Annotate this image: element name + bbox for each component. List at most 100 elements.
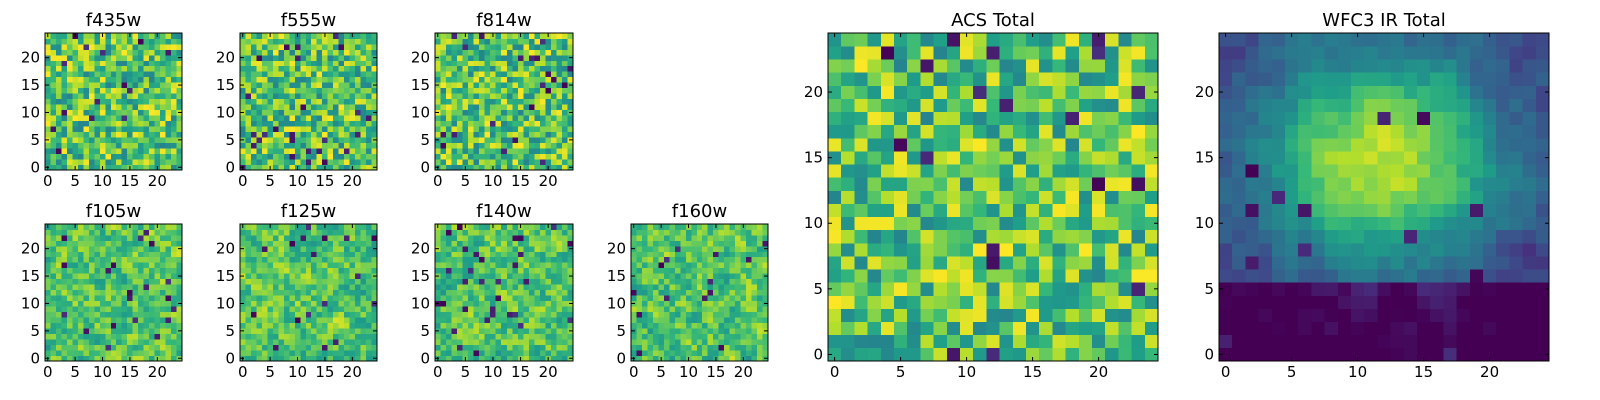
heatmap-cell — [1012, 282, 1027, 296]
heatmap-cell — [567, 76, 574, 83]
heatmap-cell — [495, 256, 502, 263]
heatmap-cell — [360, 273, 367, 280]
heatmap-cell — [517, 234, 524, 241]
heatmap-cell — [149, 267, 155, 274]
heatmap-cell — [729, 339, 736, 345]
heatmap-cell — [1065, 190, 1080, 204]
heatmap-cell — [77, 65, 84, 72]
heatmap-cell — [473, 339, 480, 345]
heatmap-cell — [77, 159, 84, 165]
heatmap-cell — [272, 295, 279, 302]
heatmap-cell — [534, 71, 541, 78]
heatmap-cell — [663, 317, 670, 323]
heatmap-cell — [250, 240, 257, 247]
heatmap-cell — [517, 43, 524, 50]
heatmap-cell — [674, 273, 681, 280]
heatmap-cell — [72, 284, 79, 291]
heatmap-cell — [556, 262, 563, 269]
heatmap-cell — [561, 224, 568, 230]
heatmap-cell — [77, 350, 84, 356]
heatmap-cell — [1092, 190, 1106, 204]
heatmap-cell — [446, 104, 452, 111]
heatmap-cell — [77, 224, 84, 230]
heatmap-cell — [854, 334, 868, 349]
heatmap-cell — [176, 76, 183, 83]
heatmap-cell — [272, 104, 279, 111]
y-tick-label: 0 — [225, 158, 235, 176]
heatmap-cell — [495, 306, 502, 313]
heatmap-cell — [149, 350, 155, 356]
heatmap-cell — [366, 355, 372, 362]
heatmap-cell — [1052, 177, 1066, 191]
heatmap-cell — [250, 131, 257, 138]
x-tick-label: 20 — [343, 172, 362, 190]
heatmap-cell — [50, 87, 57, 94]
heatmap-cell — [757, 278, 763, 285]
heatmap-cell — [366, 267, 372, 274]
heatmap-cell — [278, 153, 285, 160]
heatmap-cell — [289, 126, 296, 132]
heatmap-cell — [479, 33, 486, 39]
heatmap-cell — [674, 234, 681, 241]
heatmap-cell — [261, 49, 268, 56]
heatmap-cell — [435, 159, 441, 165]
heatmap-cell — [539, 87, 546, 94]
heatmap-cell — [322, 87, 329, 94]
heatmap-cell — [512, 328, 519, 334]
heatmap-cell — [506, 350, 513, 356]
heatmap-cell — [484, 234, 491, 241]
heatmap-cell — [561, 267, 568, 274]
x-tick-label: 10 — [93, 363, 112, 381]
heatmap-cell — [457, 322, 463, 329]
x-tick-label: 20 — [734, 363, 753, 381]
heatmap-cell — [960, 269, 974, 283]
heatmap-cell — [512, 295, 519, 302]
heatmap-cell — [366, 131, 372, 138]
heatmap-cell — [446, 49, 452, 56]
heatmap-cell — [473, 33, 480, 39]
heatmap-cell — [841, 347, 855, 362]
heatmap-cell — [294, 109, 301, 116]
heatmap-cell — [999, 295, 1014, 309]
heatmap-cell — [300, 289, 307, 296]
x-tick-label: 15 — [315, 172, 334, 190]
heatmap-cell — [77, 87, 84, 94]
heatmap-cell — [355, 33, 361, 39]
heatmap-cell — [110, 153, 117, 160]
heatmap-cell — [567, 251, 574, 258]
y-tick-label: 15 — [411, 76, 430, 94]
heatmap-cell — [94, 224, 101, 230]
heatmap-cell — [567, 126, 574, 132]
heatmap-cell — [366, 350, 372, 356]
heatmap-cell — [66, 131, 73, 138]
heatmap-cell — [647, 306, 654, 313]
heatmap-cell — [267, 240, 274, 247]
heatmap-cell — [366, 33, 372, 39]
heatmap-cell — [283, 131, 290, 138]
heatmap-cell — [72, 148, 79, 154]
heatmap-cell — [550, 317, 557, 323]
heatmap-cell — [83, 126, 90, 132]
heatmap-cell — [468, 126, 474, 132]
heatmap-cell — [278, 93, 285, 100]
heatmap-cell — [300, 355, 307, 362]
heatmap-cell — [171, 317, 177, 323]
heatmap-cell — [1144, 256, 1159, 270]
heatmap-cell — [440, 245, 447, 252]
heatmap-cell — [283, 240, 290, 247]
heatmap-cell — [338, 148, 345, 154]
heatmap-cell — [256, 43, 263, 50]
heatmap-cell — [61, 328, 68, 334]
heatmap-cell — [828, 190, 842, 204]
heatmap-cell — [160, 273, 166, 280]
heatmap-cell — [440, 300, 447, 307]
heatmap-cell — [283, 142, 290, 149]
heatmap-cell — [446, 245, 452, 252]
heatmap-cell — [360, 234, 367, 241]
heatmap-cell — [322, 71, 329, 78]
heatmap-cell — [83, 251, 90, 258]
heatmap-cell — [841, 295, 855, 309]
heatmap-cell — [735, 278, 741, 285]
heatmap-cell — [1026, 269, 1040, 283]
